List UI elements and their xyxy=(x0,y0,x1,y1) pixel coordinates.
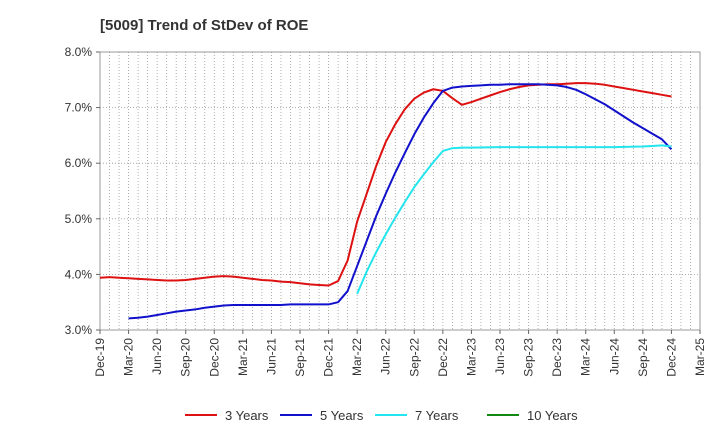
y-tick-label: 5.0% xyxy=(65,212,93,226)
x-tick-label: Sep-23 xyxy=(522,338,536,377)
y-tick-label: 7.0% xyxy=(65,101,93,115)
legend-label-5-years: 5 Years xyxy=(320,408,364,423)
grid xyxy=(99,51,701,331)
x-tick-label: Mar-23 xyxy=(464,338,478,376)
x-tick-label: Sep-21 xyxy=(293,338,307,377)
y-tick-label: 4.0% xyxy=(65,267,93,281)
x-tick-label: Dec-22 xyxy=(436,338,450,377)
x-tick-label: Jun-23 xyxy=(493,338,507,375)
series-line-3-years xyxy=(99,82,672,287)
x-tick-label: Sep-24 xyxy=(636,338,650,377)
legend-label-10-years: 10 Years xyxy=(527,408,578,423)
series-line-7-years xyxy=(356,144,672,295)
x-tick-label: Jun-22 xyxy=(379,338,393,375)
x-tick-label: Mar-24 xyxy=(579,338,593,376)
x-tick-label: Dec-20 xyxy=(207,338,221,377)
x-tick-label: Mar-21 xyxy=(236,338,250,376)
x-tick-label: Mar-20 xyxy=(122,338,136,376)
plot-frame xyxy=(99,51,701,331)
y-tick-label: 3.0% xyxy=(65,323,93,337)
x-tick-label: Dec-19 xyxy=(93,338,107,377)
x-tick-label: Dec-23 xyxy=(550,338,564,377)
x-tick-label: Dec-24 xyxy=(664,338,678,377)
x-tick-label: Dec-21 xyxy=(322,338,336,377)
legend: 3 Years 5 Years 7 Years 10 Years xyxy=(185,408,578,423)
x-tick-label: Mar-25 xyxy=(693,338,707,376)
legend-label-3-years: 3 Years xyxy=(225,408,269,423)
x-tick-label: Sep-22 xyxy=(407,338,421,377)
series-lines xyxy=(99,82,673,320)
legend-label-7-years: 7 Years xyxy=(415,408,459,423)
x-tick-label: Jun-21 xyxy=(264,338,278,375)
series-line-5-years xyxy=(128,83,673,320)
chart-title: [5009] Trend of StDev of ROE xyxy=(100,17,308,34)
y-tick-label: 8.0% xyxy=(65,45,93,59)
x-tick-label: Jun-20 xyxy=(150,338,164,375)
x-tick-label: Jun-24 xyxy=(607,338,621,375)
axes: 3.0% 4.0% 5.0% 6.0% 7.0% 8.0% Dec-19 Mar-20 Jun-… xyxy=(65,45,707,377)
x-tick-label: Sep-20 xyxy=(179,338,193,377)
y-tick-label: 6.0% xyxy=(65,156,93,170)
x-tick-label: Mar-22 xyxy=(350,338,364,376)
